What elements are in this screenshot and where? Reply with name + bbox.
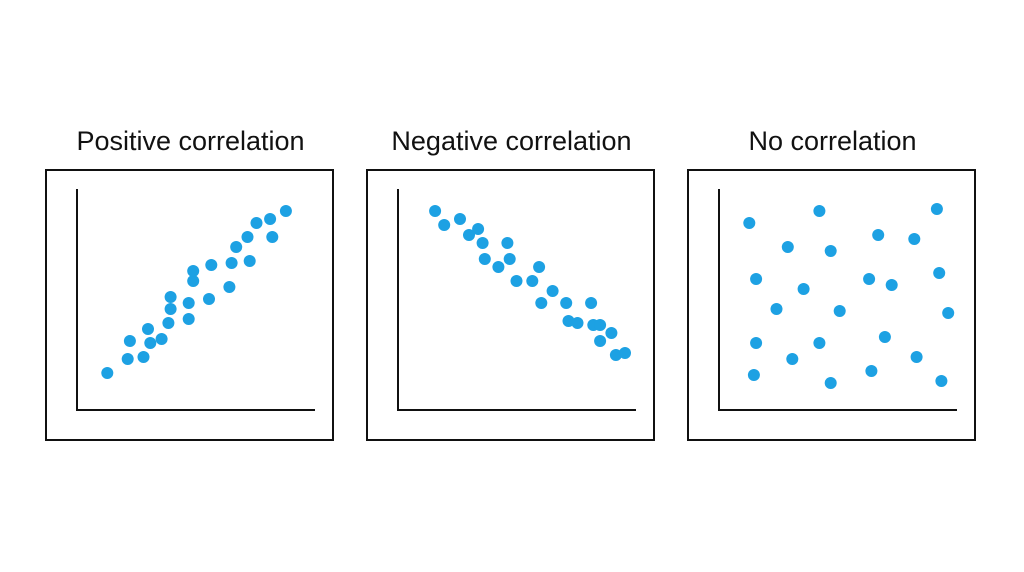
data-point-positive-22: [264, 213, 277, 225]
data-point-positive-13: [187, 265, 200, 277]
data-point-positive-8: [164, 303, 177, 315]
data-point-negative-17: [571, 317, 584, 329]
data-point-none-22: [935, 375, 948, 387]
data-point-none-11: [824, 245, 837, 257]
data-point-negative-14: [546, 285, 559, 297]
data-point-positive-16: [223, 281, 236, 293]
data-point-positive-23: [266, 231, 279, 243]
data-point-positive-18: [230, 241, 243, 253]
data-point-none-10: [824, 377, 837, 389]
data-point-positive-3: [137, 351, 150, 363]
data-point-negative-3: [463, 229, 475, 241]
data-point-positive-5: [144, 337, 157, 349]
data-point-positive-1: [121, 353, 134, 365]
data-point-positive-17: [225, 257, 238, 269]
data-point-negative-15: [560, 297, 573, 309]
data-point-none-0: [743, 217, 756, 229]
data-point-positive-20: [241, 231, 254, 243]
data-point-none-5: [781, 241, 794, 253]
scatter-plot-none: [718, 189, 957, 411]
data-point-none-7: [797, 283, 810, 295]
data-point-positive-7: [162, 317, 175, 329]
data-point-negative-21: [594, 335, 607, 347]
data-point-negative-12: [533, 261, 546, 273]
data-point-positive-6: [155, 333, 168, 345]
chart-title-negative: Negative correlation: [391, 126, 632, 156]
data-point-negative-2: [454, 213, 466, 225]
data-point-negative-9: [503, 253, 516, 265]
data-point-positive-15: [205, 259, 218, 271]
data-point-positive-24: [279, 205, 292, 217]
chart-panel-positive: [45, 169, 334, 441]
chart-title-none: No correlation: [748, 126, 917, 156]
data-point-none-8: [813, 337, 826, 349]
data-point-negative-20: [594, 319, 607, 331]
data-point-positive-21: [250, 217, 263, 229]
data-point-none-18: [908, 233, 921, 245]
data-point-none-23: [942, 307, 955, 319]
data-point-none-4: [770, 303, 783, 315]
data-point-positive-19: [243, 255, 256, 267]
data-point-none-17: [885, 279, 898, 291]
data-point-none-12: [833, 305, 846, 317]
data-point-none-3: [750, 273, 763, 285]
data-point-positive-12: [187, 275, 200, 287]
data-point-negative-5: [476, 237, 489, 249]
data-point-negative-16: [562, 315, 575, 327]
data-point-negative-1: [438, 219, 451, 231]
data-point-negative-8: [501, 237, 514, 249]
chart-panel-none: [687, 169, 976, 441]
data-point-positive-4: [142, 323, 154, 335]
data-point-positive-10: [182, 313, 195, 325]
data-point-positive-14: [203, 293, 215, 305]
data-point-none-14: [865, 365, 878, 377]
data-point-negative-24: [619, 347, 631, 359]
data-point-positive-11: [182, 297, 195, 309]
chart-panel-negative: [366, 169, 655, 441]
chart-title-positive: Positive correlation: [76, 126, 305, 156]
data-point-positive-0: [101, 367, 114, 379]
data-point-negative-0: [429, 205, 442, 217]
scatter-plot-positive: [76, 189, 315, 411]
data-point-none-15: [872, 229, 885, 241]
data-point-positive-9: [164, 291, 177, 303]
data-point-none-13: [863, 273, 876, 285]
data-point-negative-10: [510, 275, 523, 287]
data-point-none-19: [910, 351, 923, 363]
data-point-negative-6: [478, 253, 491, 265]
data-point-negative-23: [609, 349, 622, 361]
data-point-negative-4: [472, 223, 485, 235]
data-point-negative-22: [605, 327, 618, 339]
data-point-none-16: [878, 331, 891, 343]
data-point-negative-7: [492, 261, 505, 273]
data-point-none-21: [933, 267, 946, 279]
data-point-none-6: [786, 353, 799, 365]
data-point-none-2: [750, 337, 763, 349]
data-point-positive-2: [123, 335, 136, 347]
data-point-none-9: [813, 205, 826, 217]
data-point-none-20: [930, 203, 943, 215]
data-point-none-1: [747, 369, 760, 381]
scatter-plot-negative: [397, 189, 636, 411]
data-point-negative-18: [585, 297, 598, 309]
data-point-negative-11: [526, 275, 539, 287]
data-point-negative-13: [535, 297, 548, 309]
